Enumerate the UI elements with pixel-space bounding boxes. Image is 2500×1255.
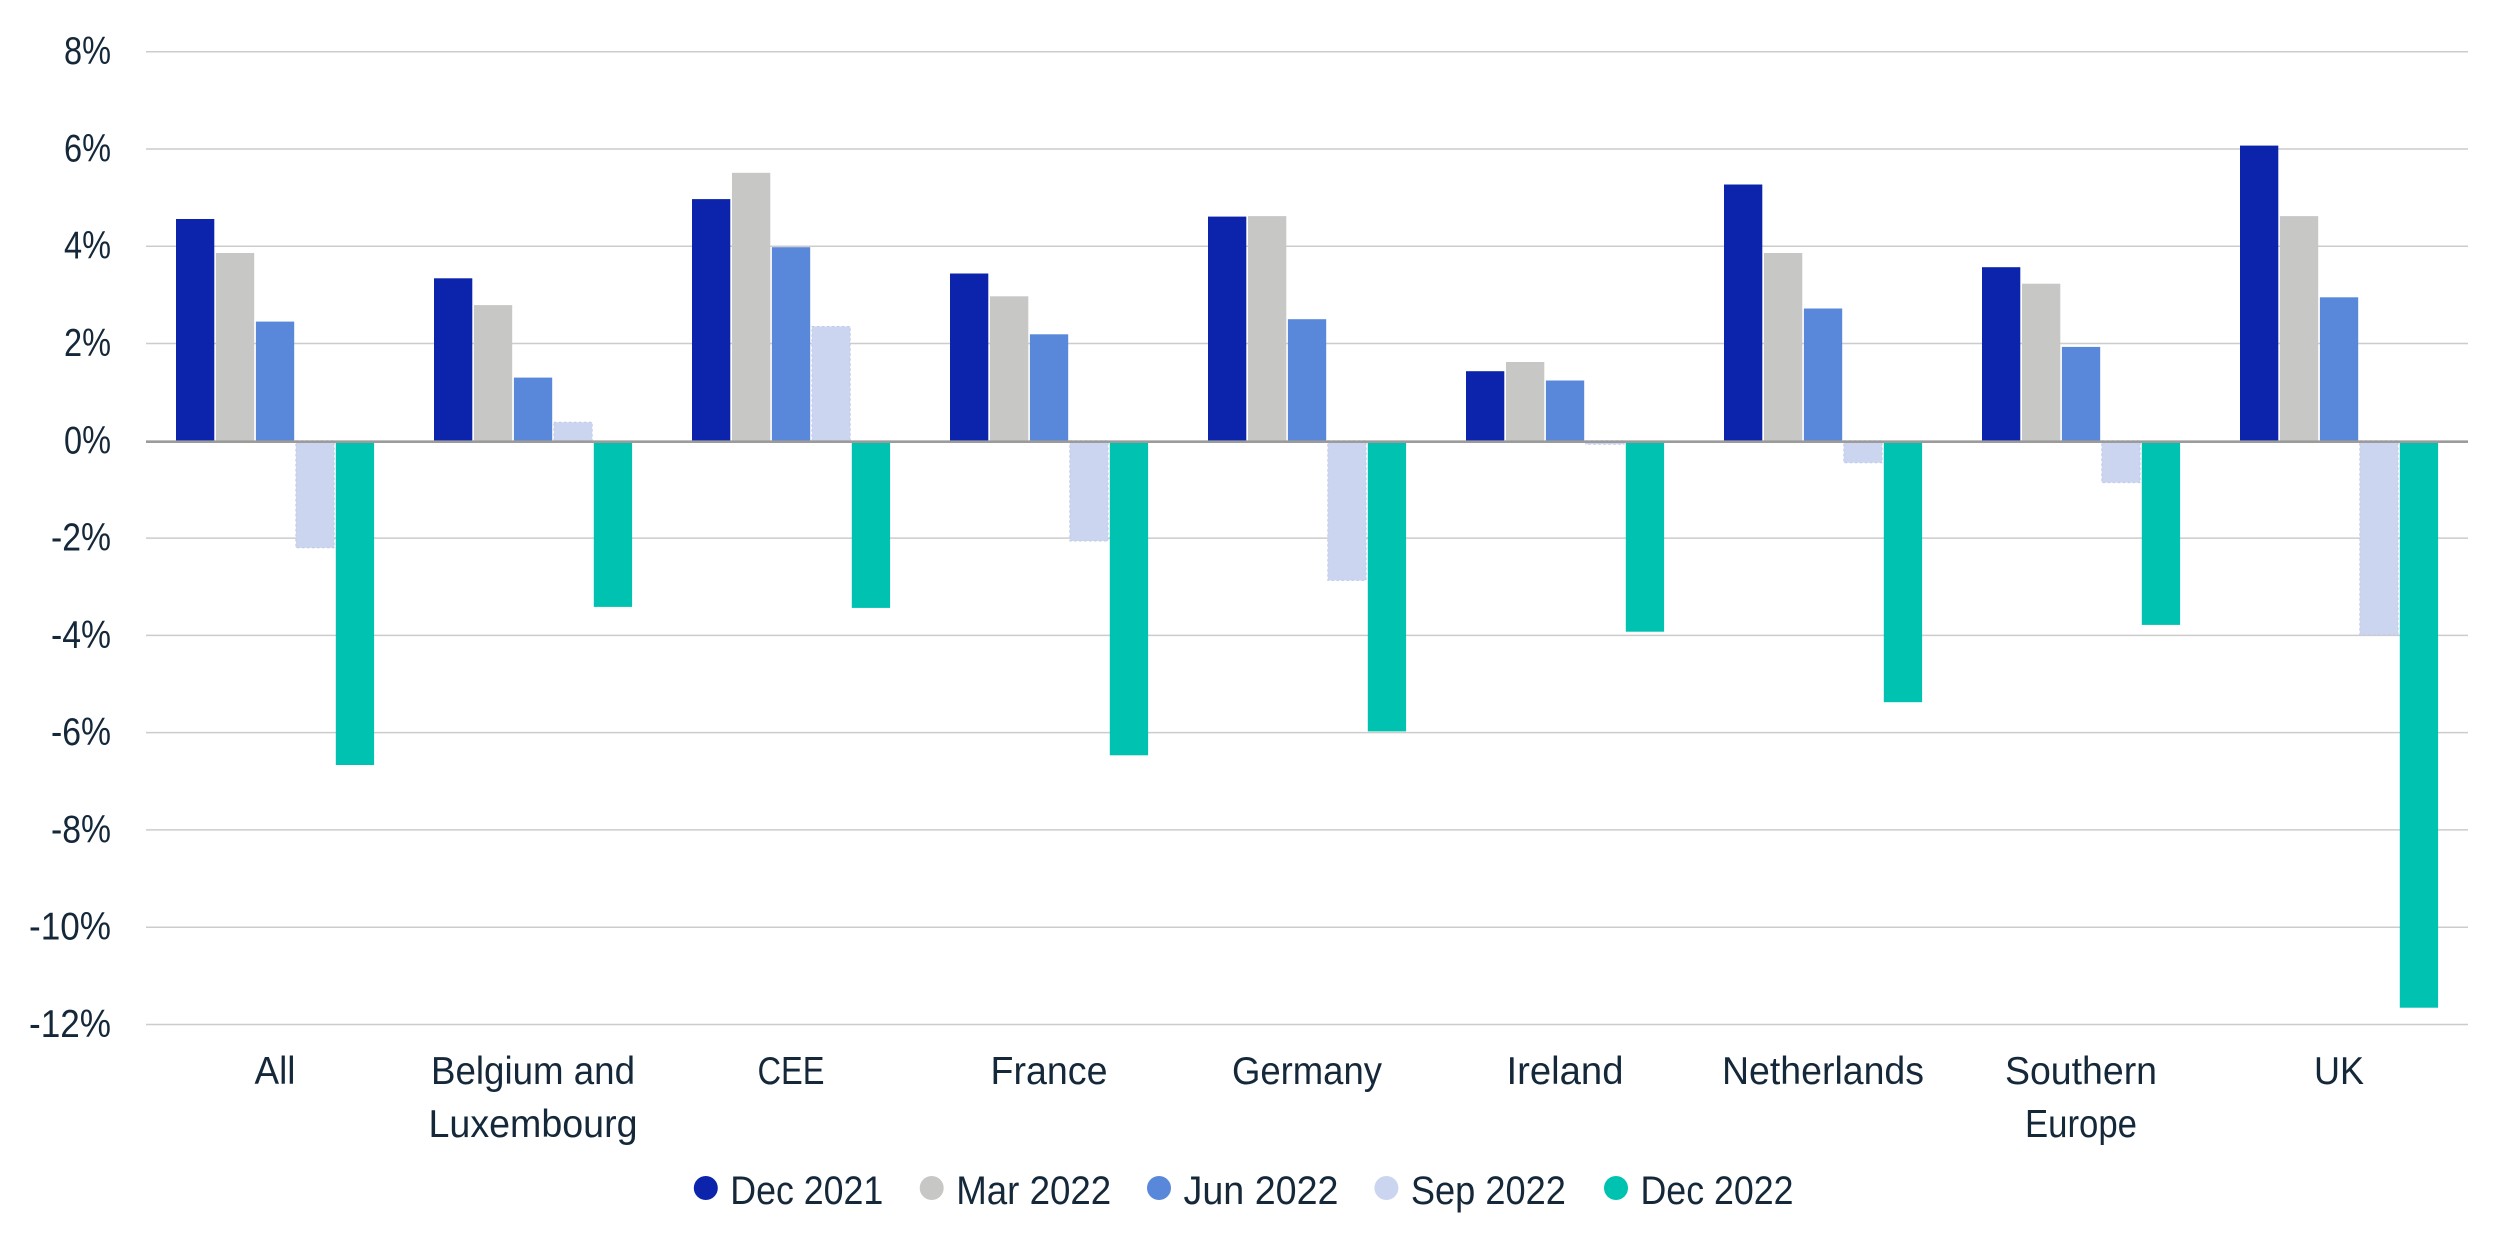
svg-text:-8%: -8% [51,808,111,851]
svg-text:CEE: CEE [758,1050,825,1093]
svg-text:8%: 8% [64,30,111,73]
svg-text:4%: 4% [64,225,111,268]
svg-text:Sep 2022: Sep 2022 [1411,1169,1566,1213]
svg-text:Ireland: Ireland [1507,1050,1624,1093]
svg-text:All: All [255,1050,296,1093]
svg-text:6%: 6% [64,128,111,171]
svg-text:Mar 2022: Mar 2022 [956,1169,1111,1213]
svg-text:Germany: Germany [1232,1050,1382,1093]
svg-text:Dec 2021: Dec 2021 [730,1169,883,1213]
svg-text:Dec 2022: Dec 2022 [1641,1169,1794,1213]
svg-text:-6%: -6% [51,711,111,754]
svg-text:France: France [991,1050,1108,1093]
svg-text:-4%: -4% [51,614,111,657]
svg-text:-10%: -10% [29,906,111,949]
svg-text:-2%: -2% [51,517,111,560]
svg-text:Belgium and: Belgium and [431,1050,635,1093]
svg-text:2%: 2% [64,322,111,365]
svg-text:Europe: Europe [2025,1103,2137,1146]
svg-text:Southern: Southern [2005,1050,2157,1093]
svg-text:Netherlands: Netherlands [1722,1050,1924,1093]
svg-text:0%: 0% [64,419,111,462]
svg-text:UK: UK [2314,1050,2364,1093]
svg-text:Jun 2022: Jun 2022 [1184,1169,1339,1213]
svg-text:-12%: -12% [29,1003,111,1046]
svg-text:Luxembourg: Luxembourg [429,1103,638,1146]
